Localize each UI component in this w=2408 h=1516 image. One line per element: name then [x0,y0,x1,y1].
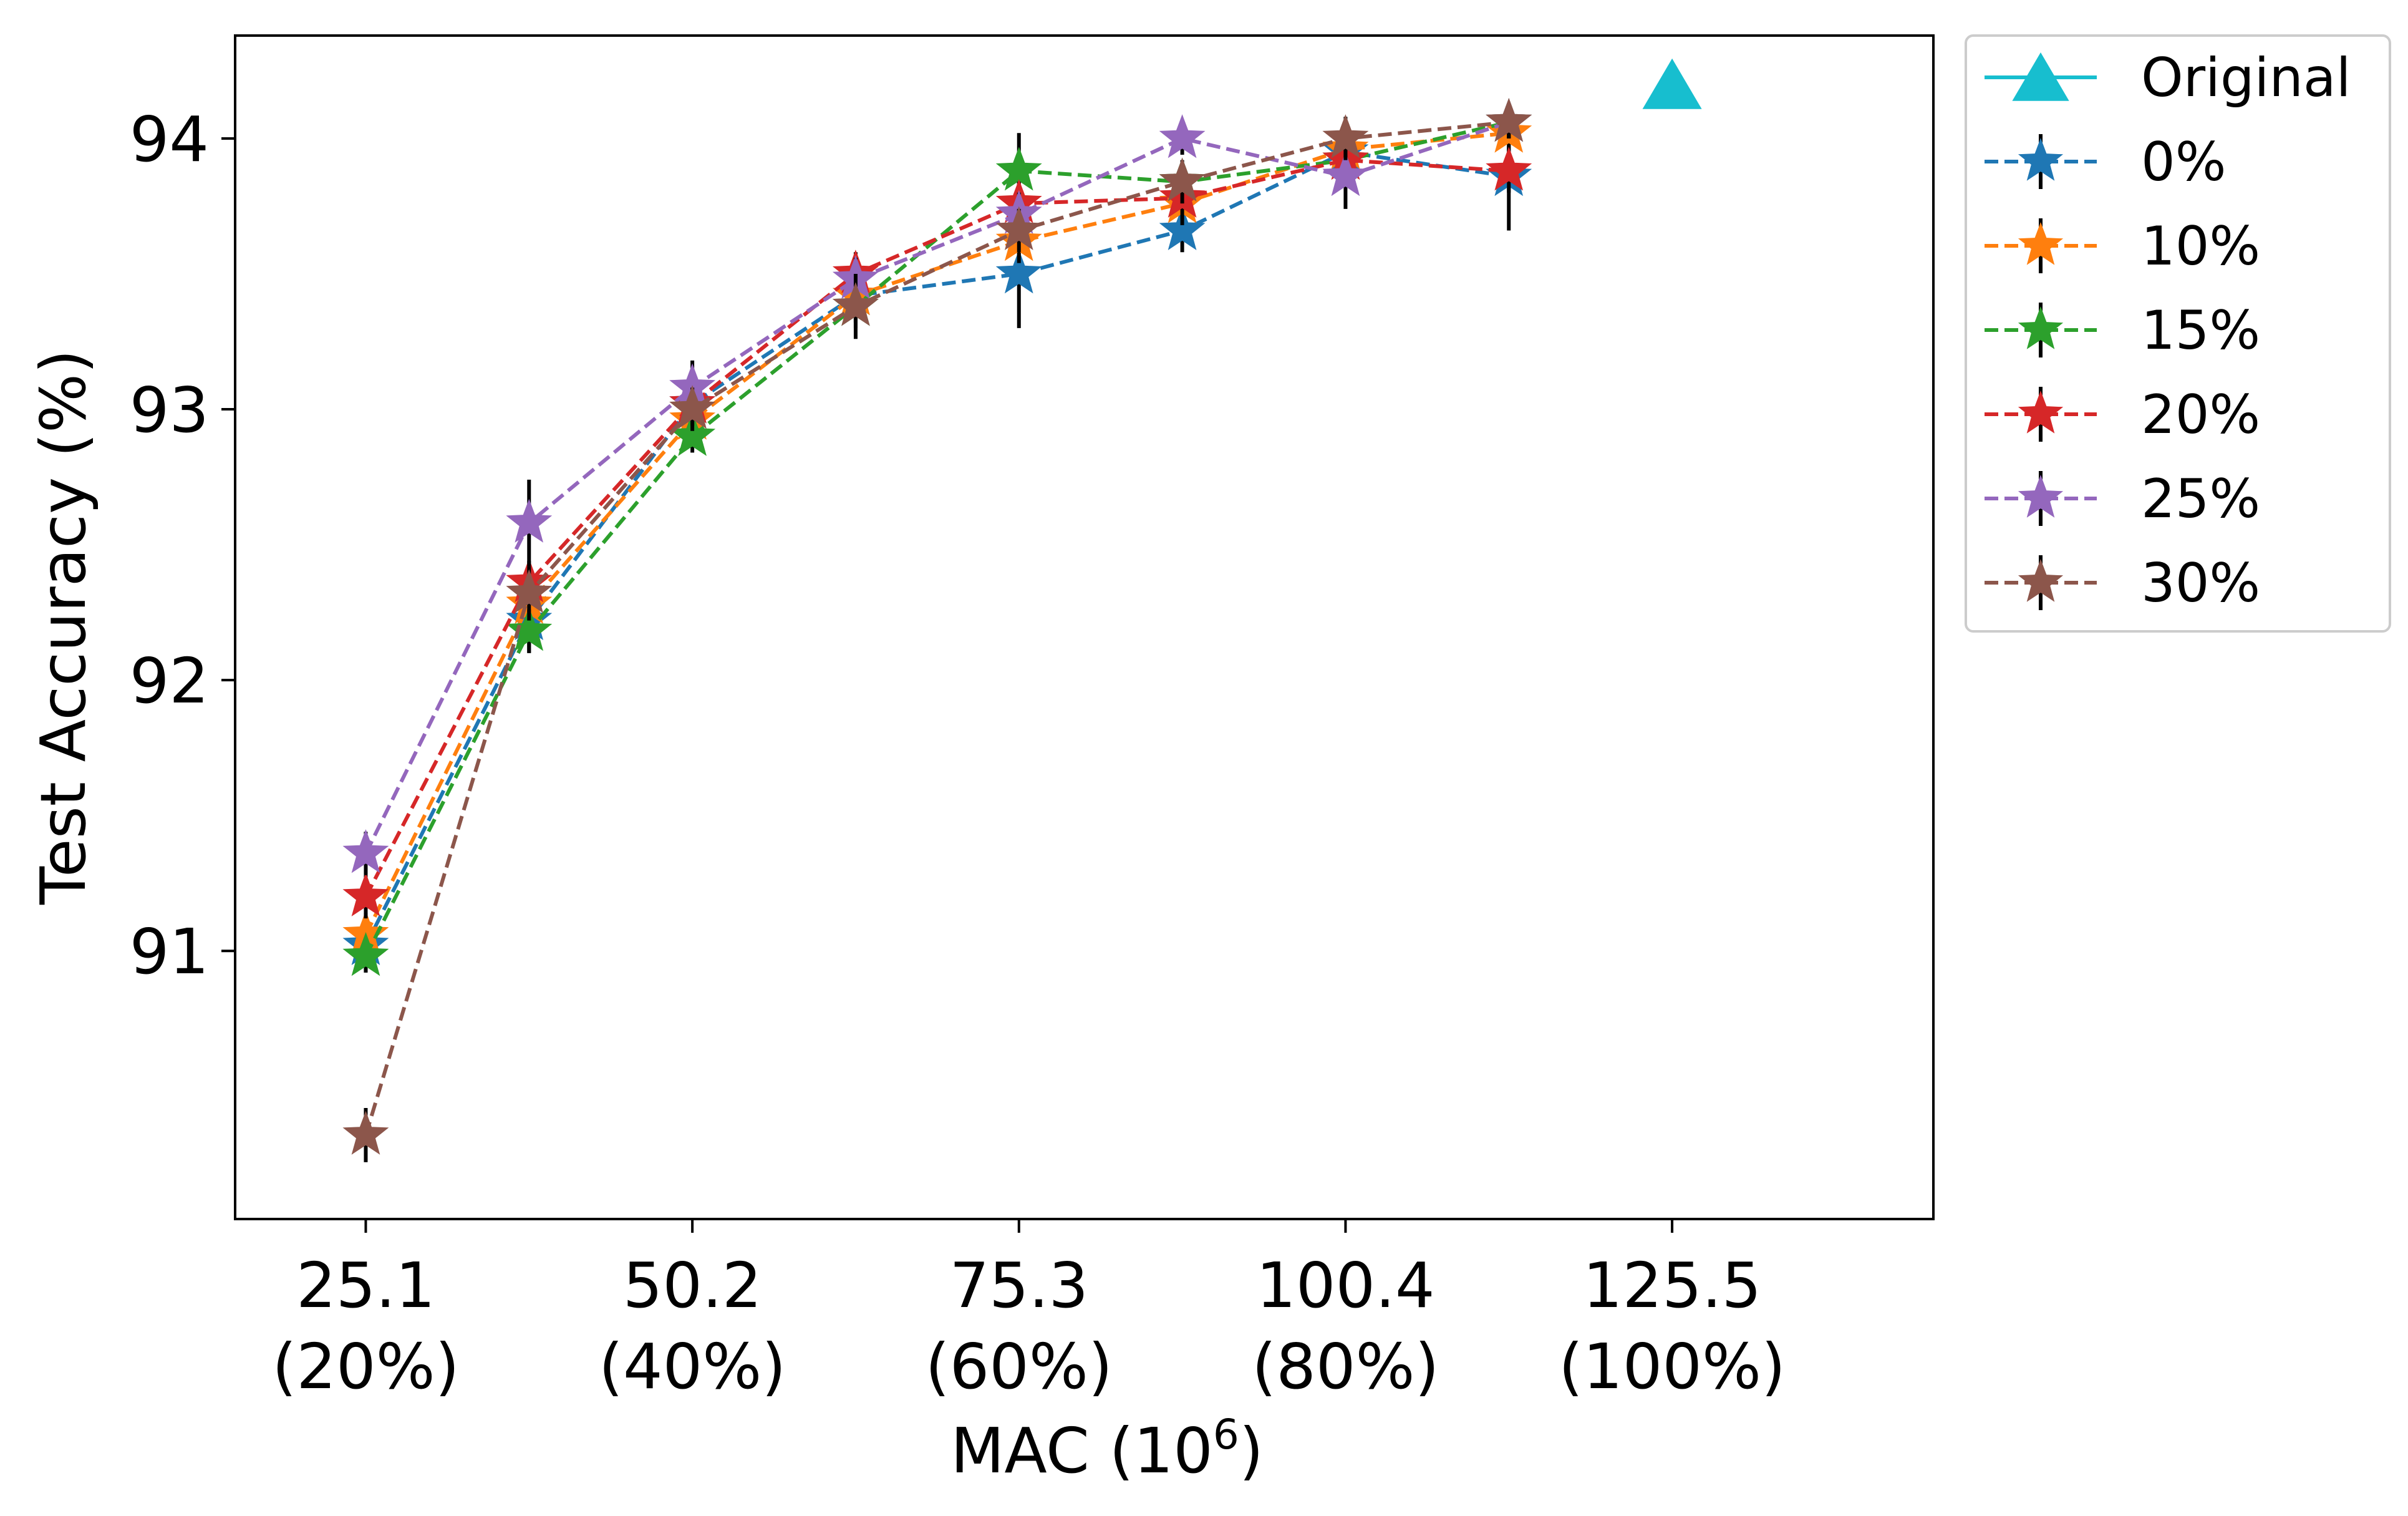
legend: Original 0% 10% 15% 20% 25% 30% [1965,34,2391,633]
series-line [364,150,1509,946]
legend-label: 15% [2141,299,2260,362]
legend-marker [2018,138,2064,181]
original-point [1642,58,1702,109]
x-axis-label-text: MAC (10 [950,1414,1213,1487]
y-tick-label: 91 [130,915,209,988]
data-point [342,932,389,976]
legend-entry: 15% [1985,299,2260,362]
data-point [1159,157,1206,202]
series-line [364,120,1509,958]
legend-label: 30% [2141,552,2260,615]
data-point [342,1110,389,1155]
y-tick-label: 94 [130,103,209,176]
data-point [1322,152,1369,197]
y-axis-label: Test Accuracy (%) [27,349,100,905]
x-axis-label-close: ) [1239,1414,1264,1487]
legend-label: 20% [2141,384,2260,446]
data-point [995,206,1042,251]
legend-marker [2012,52,2069,101]
legend-box [1965,34,2391,633]
legend-entry: 0% [1985,131,2226,193]
data-point [1322,114,1369,158]
data-point [342,829,389,873]
legend-entry: 25% [1985,468,2260,530]
data-point [506,569,553,613]
x-tick-label: 25.1 [296,1249,435,1322]
x-tick-sublabel: (40%) [599,1330,786,1403]
data-point [995,250,1042,294]
data-point [342,872,389,916]
x-tick-label: 50.2 [623,1249,762,1322]
plot-frame [234,34,1935,1220]
legend-label: 25% [2141,468,2260,530]
legend-entry: Original [1985,47,2351,109]
x-axis-label-exponent: 6 [1213,1411,1239,1459]
data-point [1159,114,1206,158]
x-tick-label: 75.3 [949,1249,1088,1322]
data-point [669,385,716,429]
legend-entry: 20% [1985,384,2260,446]
data-point [832,282,879,326]
x-axis-label: MAC (106) [950,1411,1264,1487]
series-line [364,120,1509,1136]
legend-label: 10% [2141,215,2260,278]
legend-marker [2018,559,2064,602]
series-30% [342,98,1532,1162]
series-line [364,158,1509,898]
plot-area [342,58,1702,1162]
legend-marker [2018,222,2064,265]
axes: 25.1 (20%) 50.2 (40%) 75.3 (60%) 100.4 (80%) 125… [130,103,1786,1403]
legend-marker [2018,475,2064,518]
legend-marker [2018,391,2064,434]
x-tick-label: 100.4 [1256,1249,1434,1322]
series-line [364,120,1510,855]
legend-marker [2018,306,2064,349]
x-tick-sublabel: (80%) [1252,1330,1439,1403]
legend-entry: 10% [1985,215,2260,278]
series-line [364,131,1509,936]
x-tick-sublabel: (20%) [272,1330,459,1403]
legend-entry: 30% [1985,552,2260,615]
legend-label: 0% [2141,131,2226,193]
x-tick-sublabel: (100%) [1559,1330,1786,1403]
x-tick-sublabel: (60%) [926,1330,1113,1403]
x-tick-label: 125.5 [1583,1249,1761,1322]
data-point [506,607,553,651]
data-point [1486,98,1532,142]
data-point [506,498,553,543]
legend-label: Original [2141,47,2351,109]
data-point [1486,147,1532,191]
data-point [1159,206,1206,251]
y-tick-label: 93 [130,374,209,447]
y-tick-label: 92 [130,644,209,717]
